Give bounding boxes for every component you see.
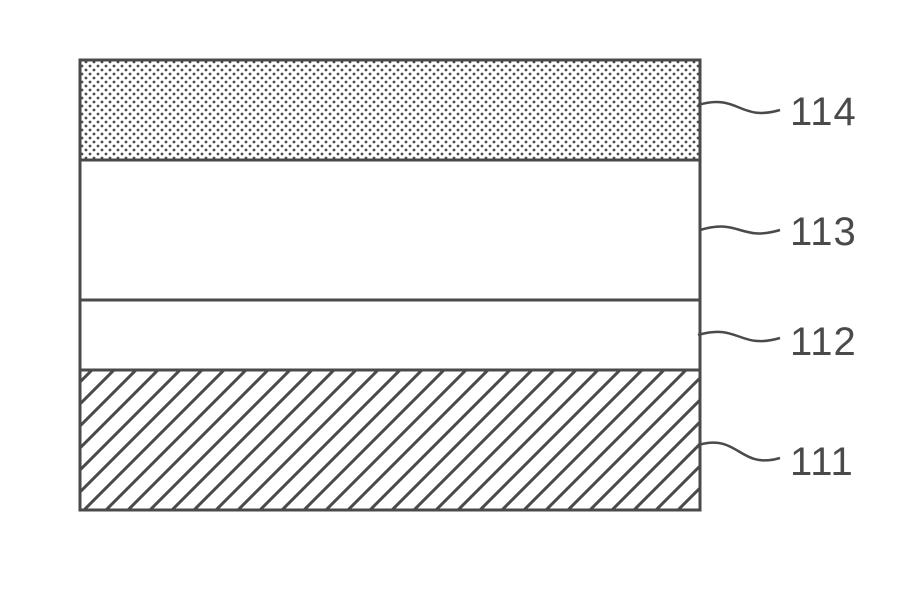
leader-114 (698, 102, 780, 113)
layer-stack-svg (0, 0, 908, 616)
layers-group (80, 60, 700, 510)
diagram-stage: 114 113 112 111 (0, 0, 908, 616)
layer-112 (80, 300, 700, 370)
leader-111 (698, 443, 780, 461)
label-114: 114 (790, 90, 857, 135)
label-113: 113 (790, 210, 857, 255)
layer-111 (80, 370, 700, 510)
label-111: 111 (790, 440, 854, 485)
label-112: 112 (790, 320, 857, 365)
layer-114 (80, 60, 700, 160)
leader-113 (700, 227, 780, 234)
leader-112 (698, 332, 780, 341)
leader-lines (698, 102, 780, 460)
layer-113 (80, 160, 700, 300)
